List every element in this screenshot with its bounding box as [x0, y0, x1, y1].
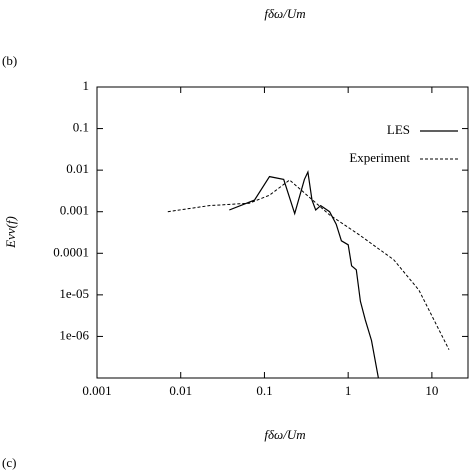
x-tick-label: 0.001	[82, 383, 111, 398]
series-line	[229, 169, 379, 378]
x-axis-label: fδω/Um	[264, 427, 305, 442]
series-line	[167, 179, 450, 350]
next-panel-label: (c)	[2, 455, 16, 470]
y-tick-label: 0.001	[60, 203, 89, 218]
x-tick-label: 0.01	[169, 383, 192, 398]
panel-label: (b)	[2, 53, 17, 68]
plot-frame	[96, 86, 469, 379]
top-label: fδω/Um	[264, 6, 305, 21]
x-tick-label: 10	[425, 383, 438, 398]
y-tick-label: 0.0001	[53, 244, 89, 259]
y-tick-label: 1	[83, 78, 90, 93]
x-tick-label: 0.1	[256, 383, 272, 398]
x-tick-label: 1	[345, 383, 352, 398]
y-tick-label: 0.01	[66, 161, 89, 176]
y-axis-label: Evv(f)	[3, 216, 18, 249]
y-tick-label: 0.1	[73, 120, 89, 135]
y-tick-label: 1e-06	[59, 327, 89, 342]
legend-label: Experiment	[349, 150, 410, 165]
legend-label: LES	[387, 122, 410, 137]
y-tick-label: 1e-05	[59, 286, 89, 301]
